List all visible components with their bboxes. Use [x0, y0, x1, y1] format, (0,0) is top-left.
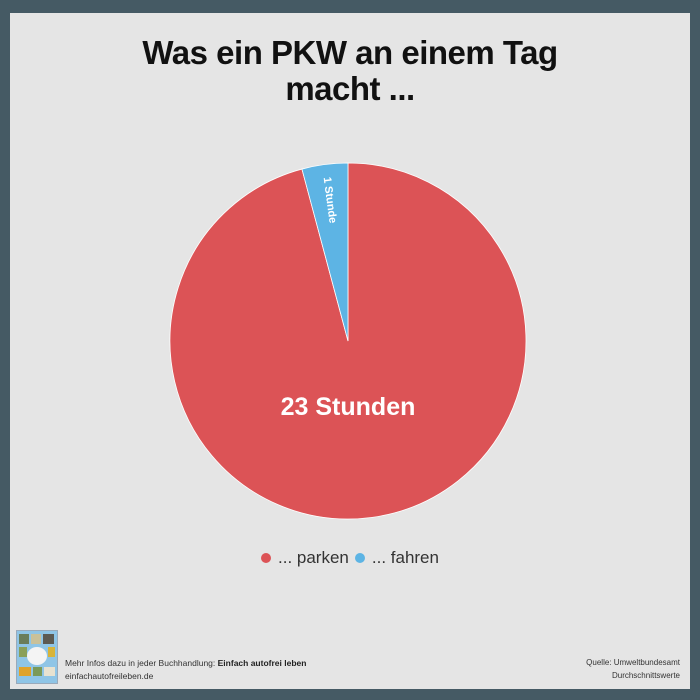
source-text: Quelle: Umweltbundesamt: [586, 658, 680, 667]
chart-panel: Was ein PKW an einem Tag macht ... 23 St…: [10, 13, 690, 689]
source-note: Durchschnittswerte: [611, 671, 680, 680]
footer-prefix: Mehr Infos dazu in jeder Buchhandlung:: [65, 658, 218, 668]
legend-dot-fahren-icon: [354, 553, 365, 563]
footer-text: Mehr Infos dazu in jeder Buchhandlung: E…: [65, 657, 306, 684]
legend-label-fahren: ... fahren: [371, 548, 439, 567]
chart-title: Was ein PKW an einem Tag macht ...: [10, 35, 690, 107]
legend-item-fahren[interactable]: ... fahren: [354, 548, 439, 568]
pie-slice-fahren[interactable]: [301, 162, 349, 342]
legend-dot-parken-icon: [261, 553, 271, 563]
slice-label-parken: 23 Stunden: [281, 393, 416, 421]
legend-label-parken: ... parken: [278, 548, 349, 567]
title-line-2: macht ...: [285, 70, 415, 107]
chart-legend: ... parken ... fahren: [10, 548, 690, 568]
footer-source: Quelle: Umweltbundesamt Durchschnittswer…: [586, 656, 680, 682]
book-cover-image: [16, 630, 58, 684]
footer-book-promo: Mehr Infos dazu in jeder Buchhandlung: E…: [16, 630, 306, 684]
book-title-link[interactable]: Einfach autofrei leben: [217, 658, 307, 668]
pie-chart: 23 Stunden 1 Stunde: [10, 13, 690, 689]
legend-item-parken[interactable]: ... parken: [261, 548, 349, 568]
website-link[interactable]: einfachautofreileben.de: [65, 671, 154, 681]
title-line-1: Was ein PKW an einem Tag: [142, 34, 558, 71]
